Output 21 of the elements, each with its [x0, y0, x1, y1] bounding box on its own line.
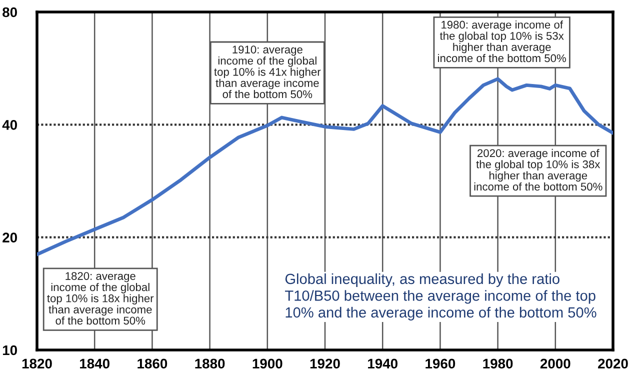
x-tick-label: 1860 [138, 358, 168, 369]
x-tick-label: 1820 [22, 358, 52, 369]
x-tick-label: 1940 [368, 358, 398, 369]
line-series [37, 77, 613, 256]
x-tick-label: 1960 [426, 358, 456, 369]
x-tick-label: 2020 [598, 358, 628, 369]
x-tick-label: 2000 [540, 358, 570, 369]
y-tick-label: 40 [2, 120, 17, 130]
annotation: 1980: average income of the global top 10% is 53x higher than average income of the bottom 50% [438, 20, 566, 62]
x-tick-label: 1920 [310, 358, 340, 369]
annotation: 1910: average income of the global top 10% is 41x higher than average income of the bottom 50% [214, 46, 321, 98]
x-tick-label: 1880 [195, 358, 225, 369]
x-tick-label: 1900 [252, 358, 282, 369]
annotation: 1820: average income of the global top 10% is 18x higher than average income of the bottom 50% [47, 272, 154, 325]
x-tick-label: 1980 [483, 358, 513, 369]
annotation: Global inequality, as measured by the ratio T10/B50 between the average income of the top 10% and the average income of the bottom 50% [285, 273, 596, 320]
x-tick-label: 1840 [80, 358, 110, 369]
y-tick-label: 10 [2, 345, 17, 356]
y-tick-label: 20 [2, 232, 17, 243]
y-tick-label: 80 [2, 7, 17, 18]
annotation: 2020: average income of the global top 10% is 38x higher than average income of the bottom 50% [474, 148, 602, 191]
